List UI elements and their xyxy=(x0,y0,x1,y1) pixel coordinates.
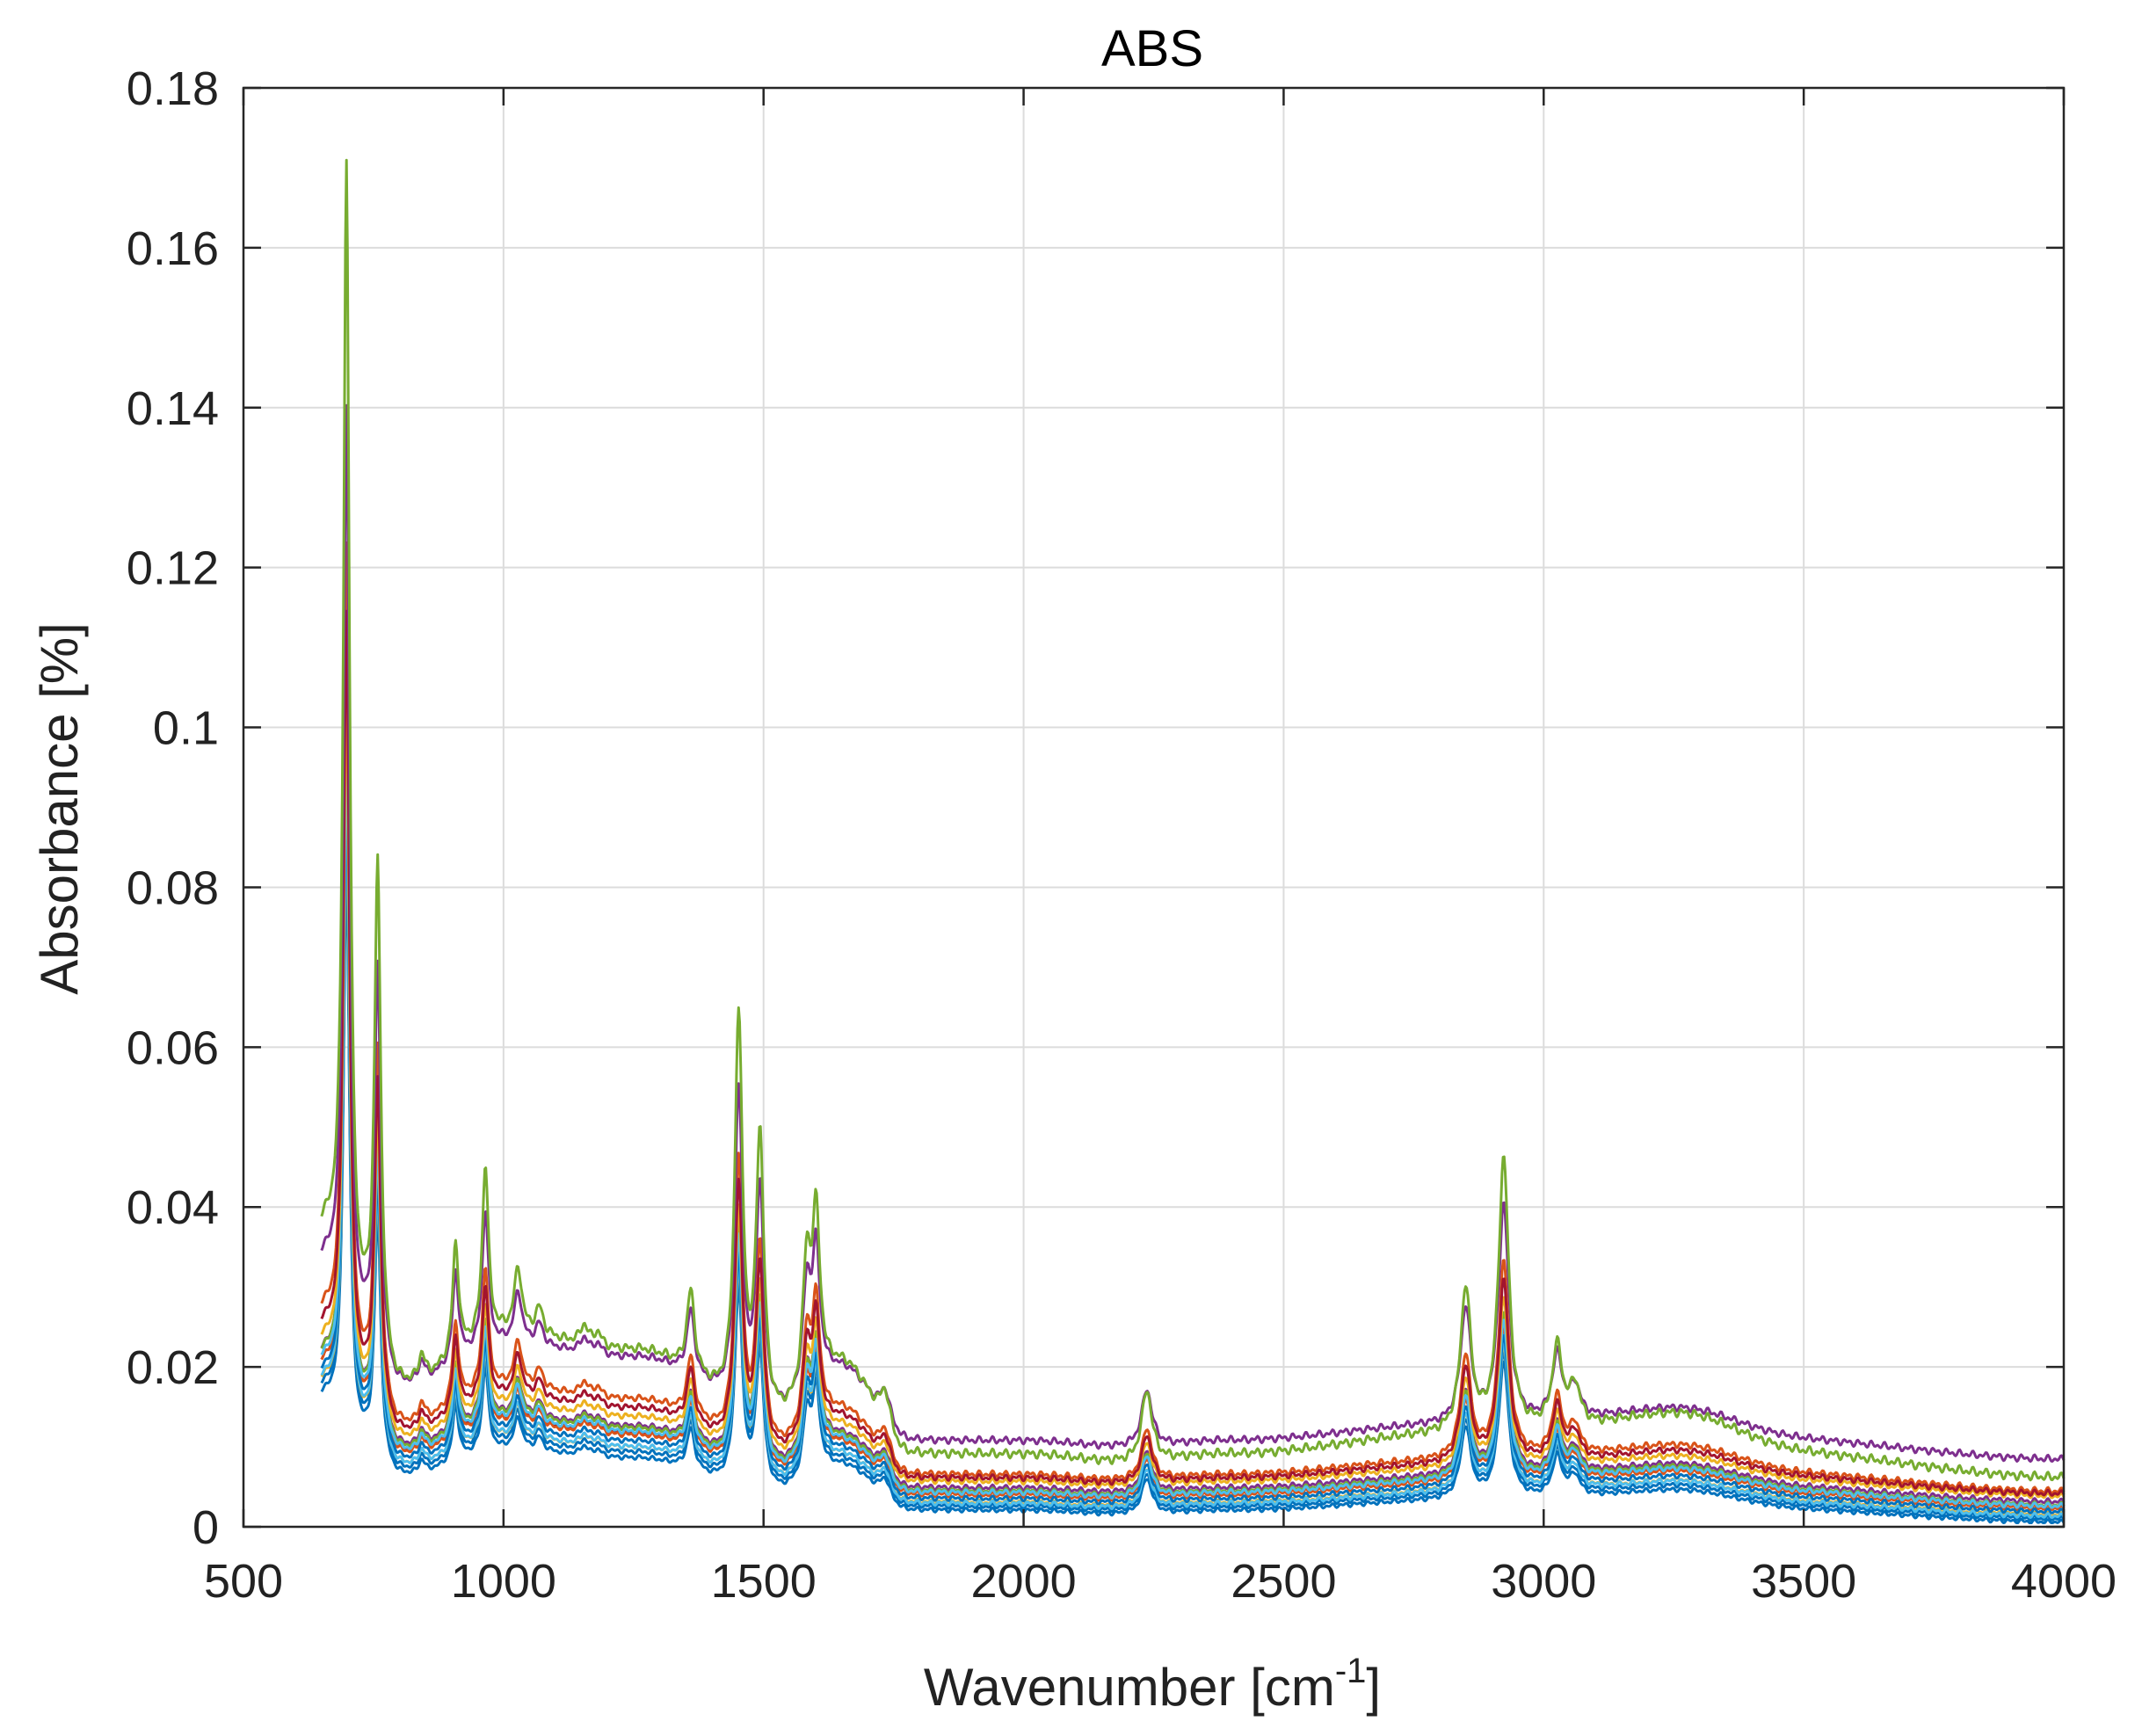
y-axis-title: Absorbance [%] xyxy=(30,622,89,995)
plot-frame xyxy=(242,86,2066,1529)
y-tick-label: 0.1 xyxy=(153,702,219,755)
spectrum-line xyxy=(320,740,2066,1509)
spectrum-line xyxy=(320,403,2066,1464)
x-axis-title-main: Wavenumber [cm xyxy=(924,1658,1335,1717)
x-tick-label: 4000 xyxy=(2011,1555,2117,1608)
y-tick-label: 0.02 xyxy=(127,1341,219,1394)
y-tick-label: 0.16 xyxy=(127,222,219,275)
spectrum-line xyxy=(320,723,2066,1505)
y-tick-label: 0.04 xyxy=(127,1181,219,1234)
series-lines xyxy=(320,158,2066,1524)
x-tick-label: 1500 xyxy=(711,1555,817,1608)
ticks xyxy=(242,86,2066,1529)
y-tick-label: 0.06 xyxy=(127,1021,219,1074)
y-tick-label: 0.12 xyxy=(127,542,219,595)
x-tick-label: 3500 xyxy=(1751,1555,1856,1608)
spectrum-line xyxy=(320,803,2066,1519)
x-tick-label: 2500 xyxy=(1231,1555,1336,1608)
y-tick-labels: 0 0.02 0.04 0.06 0.08 0.1 0.12 0.14 0.16 0.18 xyxy=(127,62,219,1554)
spectrum-line xyxy=(320,158,2066,1482)
y-tick-label: 0.14 xyxy=(127,382,219,435)
x-tick-label: 500 xyxy=(204,1555,283,1608)
spectrum-line xyxy=(320,832,2066,1522)
spectrum-line xyxy=(320,861,2066,1524)
x-tick-label: 3000 xyxy=(1491,1555,1596,1608)
spectrum-line xyxy=(320,786,2066,1514)
chart-title: ABS xyxy=(1101,20,1203,77)
x-axis-title: Wavenumber [cm-1] xyxy=(924,1652,1381,1717)
x-tick-labels: 500 1000 1500 2000 2500 3000 3500 4000 xyxy=(204,1555,2117,1608)
x-axis-title-superscript: -1 xyxy=(1335,1652,1367,1690)
spectrum-line xyxy=(320,756,2066,1512)
spectrum-line xyxy=(320,678,2066,1500)
x-tick-label: 1000 xyxy=(451,1555,556,1608)
y-tick-label: 0 xyxy=(192,1501,219,1554)
x-tick-label: 2000 xyxy=(971,1555,1077,1608)
y-tick-label: 0.18 xyxy=(127,62,219,115)
y-tick-label: 0.08 xyxy=(127,861,219,914)
spectrum-line xyxy=(320,609,2066,1497)
spectrum-line xyxy=(320,541,2066,1495)
x-axis-title-end: ] xyxy=(1366,1658,1381,1717)
